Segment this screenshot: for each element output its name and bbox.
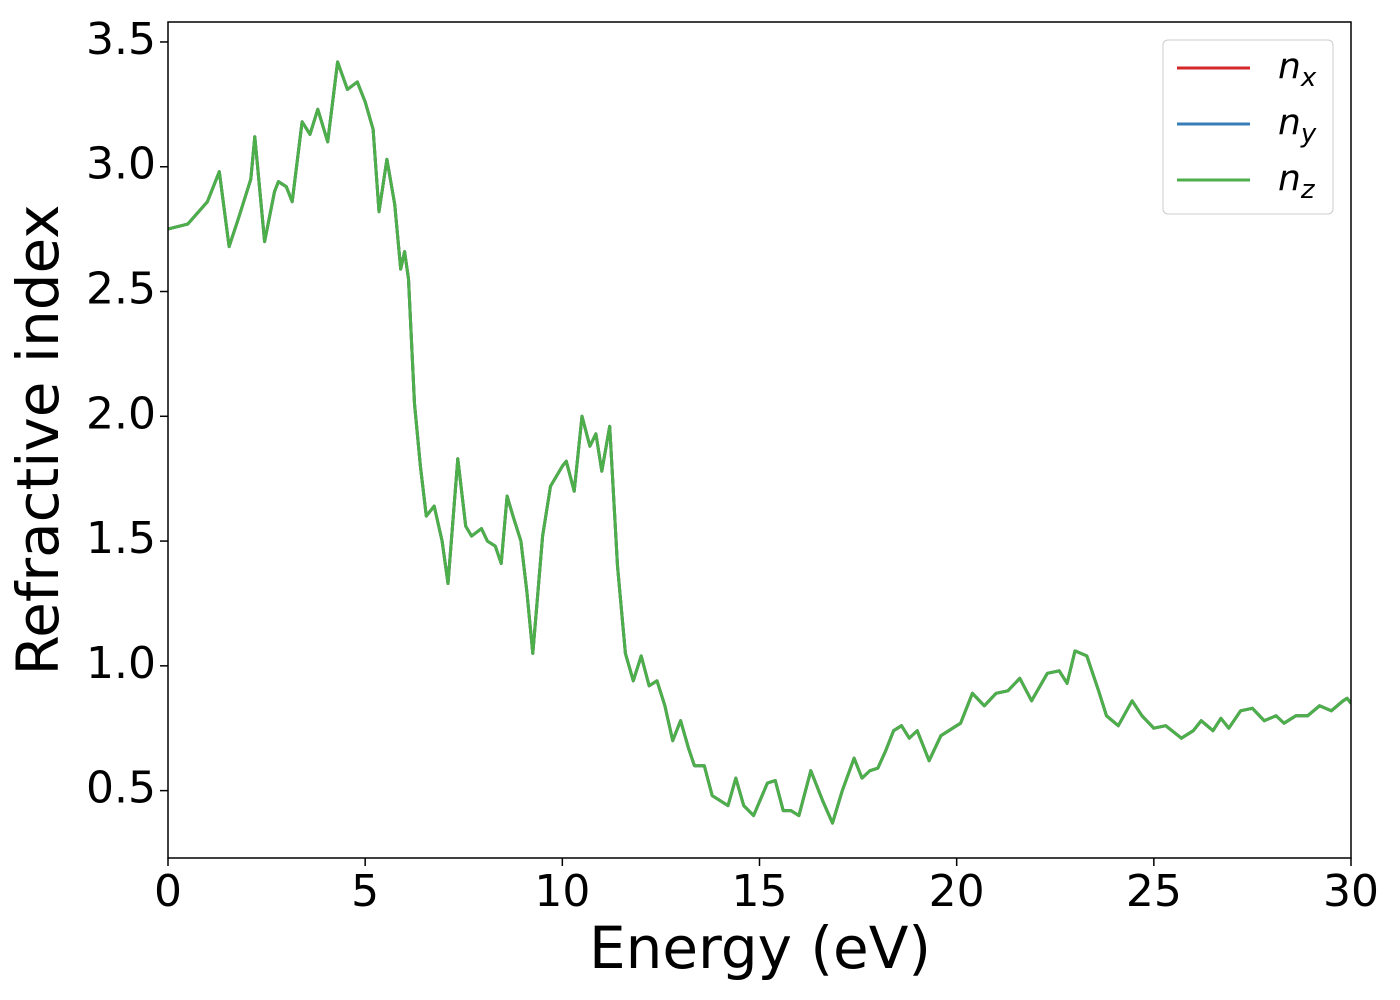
x-tick-label: 15 bbox=[732, 866, 788, 917]
y-tick-label: 1.5 bbox=[86, 513, 156, 564]
y-tick-label: 3.0 bbox=[86, 139, 156, 190]
x-tick-label: 20 bbox=[929, 866, 985, 917]
x-tick-label: 10 bbox=[534, 866, 590, 917]
y-tick-label: 1.0 bbox=[86, 638, 156, 689]
legend-label: nx bbox=[1278, 46, 1317, 93]
legend-label: ny bbox=[1278, 102, 1317, 149]
y-tick-label: 2.0 bbox=[86, 388, 156, 439]
series-line bbox=[168, 60, 1351, 825]
y-tick-label: 3.5 bbox=[86, 14, 156, 65]
x-tick-label: 30 bbox=[1323, 866, 1379, 917]
legend: nx ny nz bbox=[1162, 39, 1334, 215]
legend-box bbox=[1162, 39, 1334, 215]
y-tick-label: 0.5 bbox=[86, 763, 156, 814]
plot-frame bbox=[167, 21, 1352, 859]
y-tick-label: 2.5 bbox=[86, 264, 156, 315]
legend-label: nz bbox=[1278, 158, 1316, 205]
x-tick-label: 5 bbox=[351, 866, 379, 917]
x-tick-label: 25 bbox=[1126, 866, 1182, 917]
y-axis-label: Refractive index bbox=[4, 204, 72, 675]
x-tick-label: 0 bbox=[154, 866, 182, 917]
x-axis-label: Energy (eV) bbox=[589, 914, 931, 982]
